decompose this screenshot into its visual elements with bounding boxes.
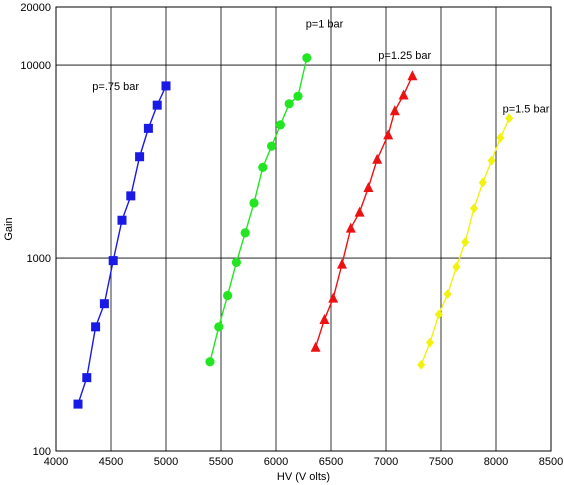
- x-tick-labels: 4000 4500 5000 5500 6000 6500 7000 7500 8000 8500: [44, 456, 563, 468]
- data-point: [152, 100, 162, 110]
- data-point: [117, 215, 127, 225]
- data-point: [135, 152, 145, 162]
- data-point: [417, 359, 426, 370]
- data-point: [383, 129, 394, 140]
- data-point: [426, 337, 434, 348]
- data-point: [126, 191, 136, 201]
- data-point: [231, 257, 241, 267]
- data-point: [99, 299, 109, 309]
- x-tick-label: 8500: [539, 456, 563, 468]
- data-point: [240, 228, 250, 238]
- x-tick-label: 8000: [484, 456, 508, 468]
- data-point: [275, 120, 285, 130]
- series-annotation: p=1.5 bar: [503, 104, 550, 116]
- x-tick-label: 5000: [154, 456, 178, 468]
- data-point: [249, 198, 259, 208]
- series-3: [310, 70, 418, 352]
- data-point: [345, 222, 356, 233]
- x-tick-label: 7500: [429, 456, 453, 468]
- data-point: [205, 357, 215, 367]
- series-line: [314, 75, 414, 348]
- data-point: [293, 91, 303, 101]
- x-tick-label: 4500: [99, 456, 123, 468]
- data-point: [302, 53, 312, 63]
- y-tick-label: 1000: [27, 253, 51, 265]
- series-annotations: p=.75 bar p=1 bar p=1.25 bar p=1.5 bar: [92, 19, 549, 116]
- data-point: [443, 289, 452, 300]
- series-1: [73, 81, 171, 409]
- series-4: [417, 113, 514, 370]
- data-point: [284, 99, 294, 109]
- data-point: [310, 341, 321, 352]
- series-annotation: p=1.25 bar: [378, 50, 431, 62]
- y-tick-label: 10000: [20, 60, 51, 72]
- data-point: [461, 237, 470, 248]
- x-tick-label: 6500: [319, 456, 343, 468]
- x-tick-label: 4000: [44, 456, 68, 468]
- data-point: [372, 153, 383, 164]
- data-point: [407, 70, 418, 81]
- x-tick-label: 6000: [264, 456, 288, 468]
- data-point: [505, 113, 514, 124]
- x-tick-label: 7000: [374, 456, 398, 468]
- data-point: [258, 162, 268, 172]
- data-point: [328, 292, 339, 303]
- data-point: [434, 309, 443, 320]
- data-point: [73, 399, 83, 409]
- x-tick-label: 5500: [209, 456, 233, 468]
- data-point: [398, 89, 409, 100]
- data-point: [161, 81, 171, 91]
- data-point: [108, 256, 118, 266]
- data-point: [496, 132, 505, 143]
- data-series: [73, 53, 514, 409]
- data-point: [363, 182, 374, 193]
- data-point: [478, 177, 487, 188]
- data-point: [354, 206, 365, 217]
- series-annotation: p=1 bar: [306, 19, 344, 31]
- plot-frame: [55, 6, 552, 452]
- data-point: [214, 322, 224, 332]
- data-point: [143, 123, 153, 133]
- data-point: [82, 373, 92, 383]
- data-point: [91, 322, 101, 332]
- data-point: [470, 203, 478, 214]
- data-point: [389, 105, 400, 116]
- data-point: [223, 290, 233, 301]
- y-tick-label: 20000: [20, 2, 51, 14]
- series-line: [77, 85, 167, 405]
- y-tick-labels: 100 1000 10000 20000: [20, 2, 51, 458]
- data-point: [452, 261, 461, 272]
- data-point: [337, 258, 347, 269]
- series-annotation: p=.75 bar: [92, 81, 139, 93]
- data-point: [267, 141, 277, 151]
- x-axis-label: HV (V olts): [277, 471, 330, 483]
- y-axis-label: Gain: [3, 217, 15, 240]
- data-point: [487, 155, 496, 166]
- series-2: [205, 53, 312, 367]
- data-point: [319, 314, 330, 325]
- y-tick-label: 100: [33, 446, 51, 458]
